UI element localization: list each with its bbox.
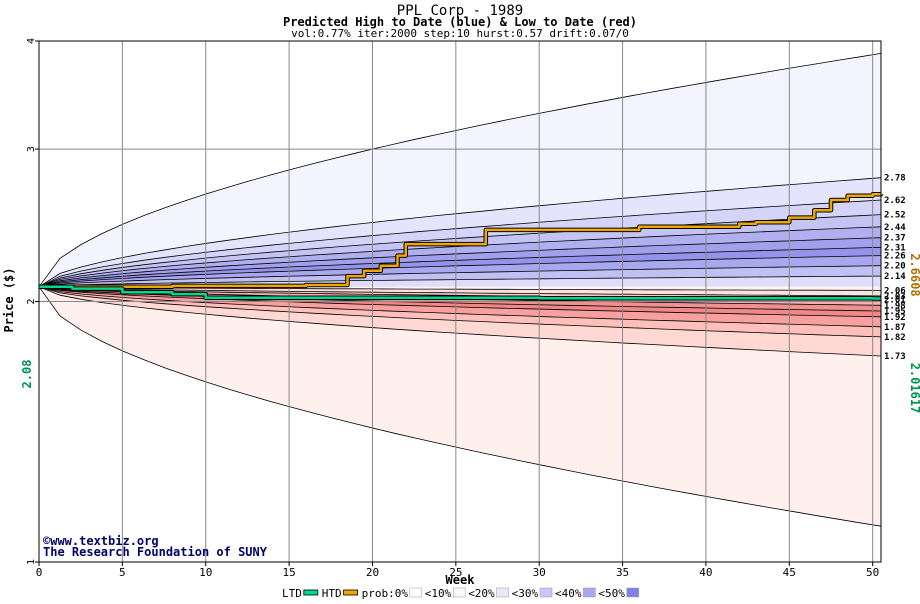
series-line-ltd <box>39 285 881 300</box>
x-axis-label: Week <box>446 573 476 587</box>
high-band <box>39 200 881 287</box>
band-boundary <box>38 237 882 288</box>
low-band <box>39 286 881 296</box>
level-label: 2.06 <box>884 286 906 296</box>
legend-label: <40% <box>555 587 582 600</box>
band-boundary <box>38 265 882 288</box>
level-label: 2.26 <box>884 252 906 262</box>
legend-color-swatch <box>539 587 553 598</box>
band-boundary <box>38 53 882 288</box>
band-boundary <box>38 286 882 357</box>
watermark-copyright: ©www.textbiz.org <box>43 534 159 548</box>
x-tick-label: 0 <box>36 566 43 579</box>
level-label: 2.03 <box>884 292 906 302</box>
level-label: 2.37 <box>884 234 906 244</box>
legend-color-swatch <box>452 587 466 598</box>
start-price-label: 2.08 <box>20 360 34 389</box>
low-band <box>39 286 881 317</box>
legend-color-swatch <box>583 587 596 598</box>
level-label: 2.14 <box>884 272 906 282</box>
band-boundary <box>38 286 882 318</box>
level-label: 1.92 <box>884 313 906 323</box>
legend-label: <10% <box>425 587 452 600</box>
band-boundary <box>38 177 882 288</box>
band-boundary <box>38 286 882 338</box>
x-tick-label: 5 <box>119 566 126 579</box>
x-tick-label: 25 <box>449 566 462 579</box>
low-band <box>39 286 881 337</box>
legend-color-swatch <box>409 587 423 598</box>
y-tick-label: 4 <box>26 38 37 44</box>
high-band <box>39 226 881 287</box>
high-band <box>39 247 881 287</box>
legend-label: <30% <box>512 587 539 600</box>
low-band <box>39 286 881 527</box>
x-tick-label: 40 <box>699 566 712 579</box>
level-label: 2.52 <box>884 211 906 221</box>
low-band <box>39 286 881 356</box>
label-layer: 2.78 2.62 2.52 2.442.372.312.262.202.14 2.06… <box>884 174 906 362</box>
legend-label: <20% <box>468 587 495 600</box>
level-label: 2.78 <box>884 174 906 184</box>
band-boundary <box>38 286 882 297</box>
x-tick-label: 15 <box>282 566 295 579</box>
level-label: 1.87 <box>884 323 906 333</box>
axis-layer: 0 5 10 15 20 25 30 35 40 45 50 1 2 3 4 <box>26 38 882 579</box>
level-label: 2.62 <box>884 196 906 206</box>
high-band <box>39 214 881 287</box>
band-boundary <box>38 286 882 527</box>
high-band <box>39 237 881 287</box>
high-band <box>39 53 881 287</box>
legend-label: HTD <box>322 587 342 600</box>
legend-color-swatch <box>496 587 509 598</box>
band-boundary <box>38 255 882 288</box>
series-layer <box>39 192 884 301</box>
level-label: 2.44 <box>884 223 906 233</box>
low-band <box>39 286 881 327</box>
x-tick-label: 35 <box>616 566 629 579</box>
legend: LTD HTD prob:0% <10% <20% <30% <40% <50% <box>282 587 640 600</box>
chart-params: vol:0.77% iter:2000 step:10 hurst:0.57 d… <box>291 27 629 40</box>
band-boundary <box>38 246 882 288</box>
band-boundary <box>38 199 882 288</box>
level-label: 1.73 <box>884 352 906 362</box>
legend-color-swatch <box>626 587 640 598</box>
x-tick-label: 20 <box>366 566 379 579</box>
level-label: 1.98 <box>884 301 906 311</box>
x-tick-label: 45 <box>783 566 796 579</box>
legend-label: <50% <box>598 587 625 600</box>
level-label: 1.82 <box>884 333 906 343</box>
ltd-final-label: 2.01617 <box>908 363 920 414</box>
chart-subtitle: Predicted High to Date (blue) & Low to D… <box>283 15 637 29</box>
y-axis-label: Price ($) <box>2 267 16 332</box>
high-band <box>39 255 881 287</box>
level-label: 1.95 <box>884 307 906 317</box>
bands-layer <box>38 53 882 527</box>
y-tick-label: 1 <box>26 559 37 565</box>
low-band <box>39 286 881 311</box>
legend-line-swatch <box>303 589 319 596</box>
level-label: 2.01 <box>884 296 906 306</box>
legend-label: LTD <box>282 587 302 600</box>
htd-final-label: 2.6608 <box>908 253 920 296</box>
high-band <box>39 177 881 287</box>
x-tick-label: 10 <box>199 566 212 579</box>
legend-label: prob:0% <box>362 587 409 600</box>
x-tick-label: 30 <box>533 566 546 579</box>
legend-line-swatch <box>343 589 359 596</box>
level-label: 2.31 <box>884 243 906 253</box>
y-tick-label: 2 <box>26 298 37 304</box>
watermark-org: The Research Foundation of SUNY <box>43 545 268 559</box>
chart-title: PPL Corp - 1989 <box>397 3 523 19</box>
level-label: 2.20 <box>884 262 906 272</box>
x-tick-label: 50 <box>866 566 879 579</box>
series-line-htd <box>39 193 883 289</box>
band-boundary <box>38 275 882 288</box>
y-tick-label: 3 <box>26 146 37 152</box>
